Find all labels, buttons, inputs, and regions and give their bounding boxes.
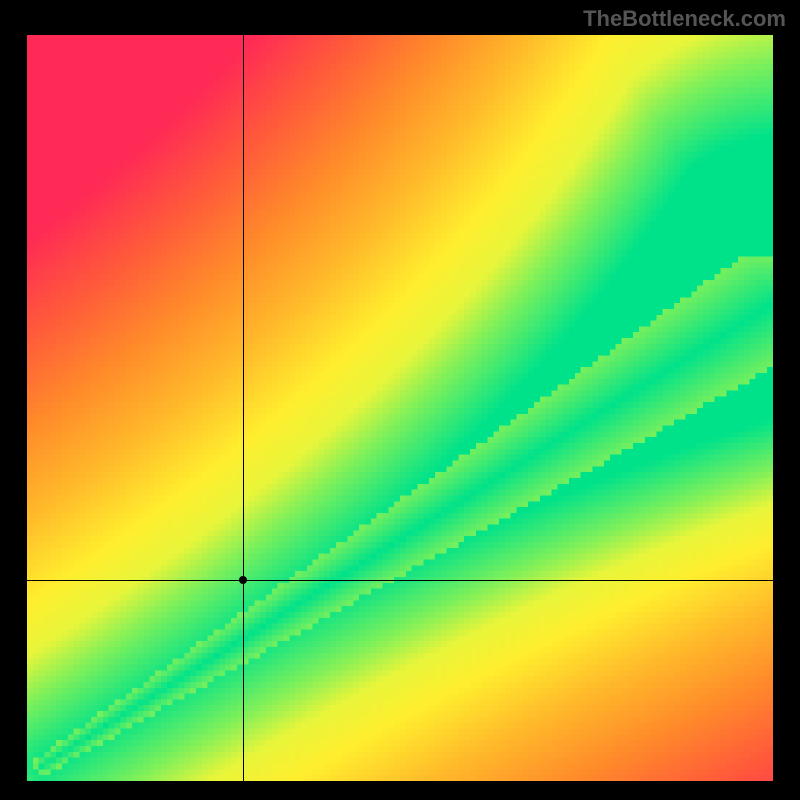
crosshair-marker	[239, 576, 247, 584]
watermark-text: TheBottleneck.com	[583, 6, 786, 32]
crosshair-horizontal	[27, 580, 773, 581]
crosshair-vertical	[243, 35, 244, 781]
heatmap-plot	[27, 35, 773, 781]
heatmap-canvas	[27, 35, 773, 781]
